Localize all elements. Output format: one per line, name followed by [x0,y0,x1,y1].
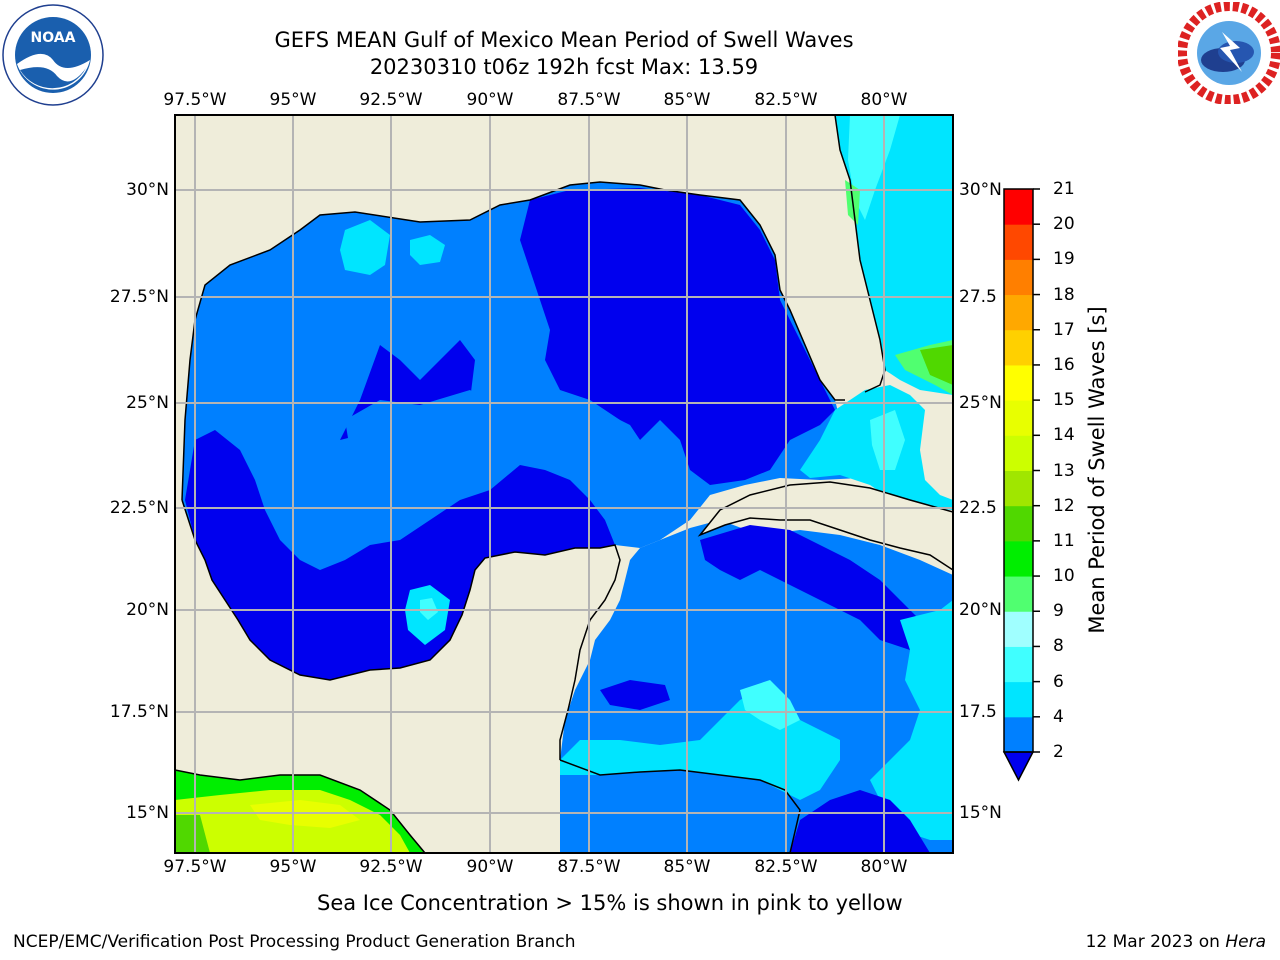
lon-label-bottom: 87.5°W [557,857,621,877]
footer-credit: NCEP/EMC/Verification Post Processing Pr… [13,932,576,952]
lat-label-right: 15°N [959,803,1002,823]
caribbean-deep-south [790,790,930,853]
lon-label-top: 97.5°W [163,90,227,110]
pacific-coastline [175,769,426,853]
map-grid [175,115,953,853]
colorbar-tick-label: 19 [1053,249,1075,270]
colorbar-segment [1004,400,1033,436]
lat-label-right: 22.5 [959,498,997,518]
colorbar-segment [1004,576,1033,612]
lon-label-bottom: 85°W [663,857,711,877]
lon-label-top: 95°W [269,90,317,110]
colorbar-tick-label: 11 [1053,530,1075,551]
colorbar-tick-label: 2 [1053,742,1064,762]
lon-label-bottom: 95°W [269,857,317,877]
colorbar-tick-label: 16 [1053,354,1075,375]
lon-label-top: 80°W [860,90,908,110]
lat-label-left: 25°N [126,393,169,413]
map-frame [174,114,954,854]
colorbar-tick-label: 15 [1053,390,1075,411]
lon-label-bottom: 90°W [466,857,514,877]
noaa-logo-text: NOAA [31,30,76,46]
footer-date-text: 12 Mar 2023 on [1085,932,1226,952]
footer-date: 12 Mar 2023 on Hera [1086,932,1266,952]
colorbar-segment [1004,364,1033,401]
lon-label-top: 92.5°W [359,90,423,110]
colorbar-segment [1004,646,1033,683]
colorbar-segment [1004,505,1033,542]
lon-label-top: 82.5°W [754,90,818,110]
nws-logo-icon [1178,2,1280,104]
colorbar-segment [1004,681,1033,718]
sea-ice-note: Sea Ice Concentration > 15% is shown in … [317,891,903,915]
colorbar-segment [1004,435,1033,471]
lat-label-right: 25°N [959,393,1002,413]
gulf-deep-east [520,188,835,485]
gulf-mid-light [345,390,640,480]
footer-host: Hera [1225,932,1266,952]
colorbar-tick-label: 4 [1053,706,1064,727]
colorbar-tick-label: 8 [1053,636,1064,657]
colorbar-tick-label: 21 [1053,179,1075,199]
colorbar-segment [1004,224,1033,260]
cuba-island [697,481,953,571]
colorbar-segment [1004,329,1033,366]
lat-label-right: 20°N [959,600,1002,620]
lon-label-top: 90°W [466,90,514,110]
lat-label-left: 30°N [126,180,169,200]
central-america-coastline [559,759,801,853]
colorbar-tick-label: 9 [1053,601,1064,622]
lon-label-top: 85°W [663,90,711,110]
lon-label-top: 87.5°W [557,90,621,110]
lat-label-left: 27.5°N [109,287,169,307]
colorbar-segment [1004,611,1033,647]
caribbean-cyan-east [870,600,953,840]
colorbar-tick-label: 20 [1053,214,1075,235]
lat-label-left: 20°N [126,600,169,620]
lat-label-right: 27.5 [959,287,997,307]
lat-label-left: 17.5°N [109,702,169,722]
lon-label-bottom: 82.5°W [754,857,818,877]
lat-label-right: 17.5 [959,702,997,722]
colorbar-tick-label: 10 [1053,566,1075,587]
colorbar-segment [1004,294,1033,331]
lat-label-left: 15°N [126,803,169,823]
colorbar-tick-label: 17 [1053,319,1075,340]
colorbar-segment [1004,470,1033,507]
colorbar-segment [1004,189,1033,225]
florida-east-coast [834,115,886,393]
colorbar-segment [1004,716,1033,753]
colorbar-tick-label: 14 [1053,425,1075,446]
lon-label-bottom: 80°W [860,857,908,877]
colorbar-tick-label: 12 [1053,495,1075,516]
caribbean-deep [700,525,920,650]
chart-title: GEFS MEAN Gulf of Mexico Mean Period of … [274,28,854,52]
lat-label-left: 22.5°N [109,498,169,518]
mexico-coastline [181,499,621,760]
lat-label-right: 30°N [959,180,1002,200]
colorbar-segment [1004,259,1033,296]
colorbar-label: Mean Period of Swell Waves [s] [1085,306,1109,634]
gulf-cyan-north [340,220,390,275]
colorbar-tick-label: 6 [1053,671,1064,692]
lon-label-bottom: 92.5°W [359,857,423,877]
chart-subtitle: 20230310 t06z 192h fcst Max: 13.59 [369,55,759,79]
noaa-logo-icon: NOAA [2,4,104,106]
colorbar-tick-label: 13 [1053,460,1075,481]
colorbar-frame [1003,188,1034,753]
gulf-cyan-north2 [410,235,445,265]
colorbar-min-arrow [1002,751,1035,782]
colorbar [1002,188,1040,782]
colorbar-tick-label: 18 [1053,284,1075,305]
lon-label-bottom: 97.5°W [163,857,227,877]
colorbar-segment [1004,540,1033,577]
